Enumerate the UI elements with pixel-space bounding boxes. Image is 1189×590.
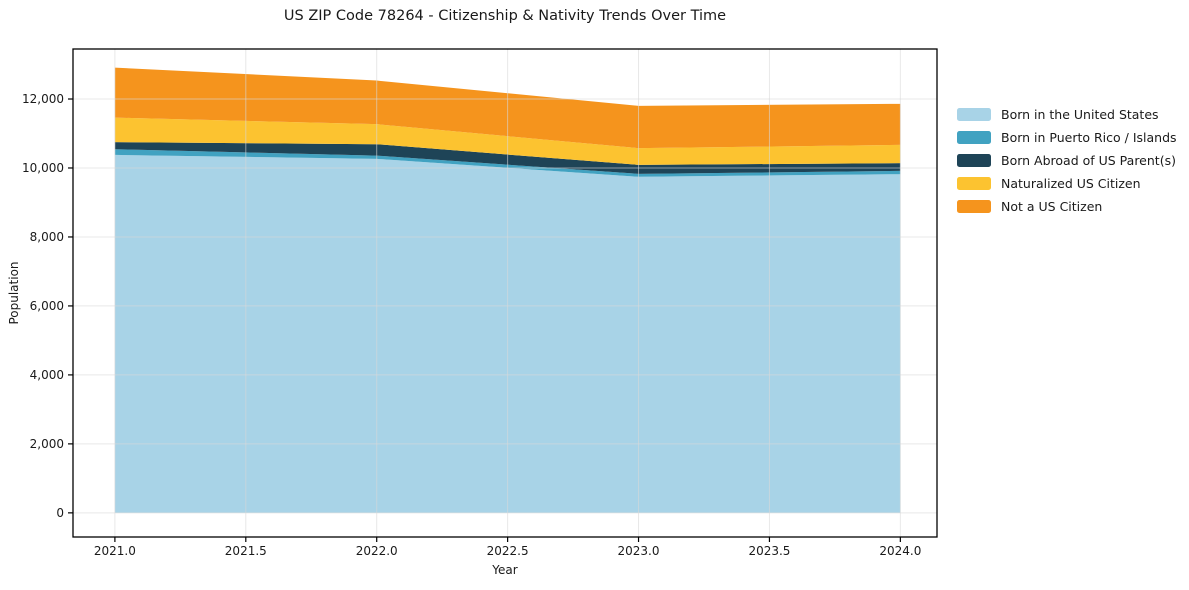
plot-border	[72, 48, 938, 538]
legend-label: Not a US Citizen	[1001, 199, 1103, 214]
x-axis-ticks: 2021.0 2021.5 2022.0 2022.5 2023.0 2023.5 2024…	[94, 537, 921, 558]
legend-label: Born Abroad of US Parent(s)	[1001, 153, 1176, 168]
y-axis-ticks: 0 2,000 4,000 6,000 8,000 10,000 12,000	[22, 92, 73, 520]
legend-swatch-icon	[957, 108, 991, 121]
legend-item-naturalized-us-citizen: Naturalized US Citizen	[957, 172, 1177, 195]
y-tick-label: 2,000	[30, 437, 64, 451]
legend-swatch-icon	[957, 154, 991, 167]
y-tick-label: 4,000	[30, 368, 64, 382]
chart-title: US ZIP Code 78264 - Citizenship & Nativi…	[283, 8, 727, 24]
x-tick-label: 2022.5	[487, 544, 529, 558]
legend-label: Born in Puerto Rico / Islands	[1001, 130, 1177, 145]
legend: Born in the United States Born in Puerto …	[957, 103, 1177, 218]
x-tick-label: 2024.0	[879, 544, 921, 558]
area-born-in-puerto-rico-islands	[114, 149, 901, 177]
y-tick-label: 10,000	[22, 161, 64, 175]
legend-swatch-icon	[957, 131, 991, 144]
legend-item-born-abroad-of-us-parent-s: Born Abroad of US Parent(s)	[957, 149, 1177, 172]
y-tick-label: 8,000	[30, 230, 64, 244]
x-tick-label: 2021.5	[225, 544, 267, 558]
legend-swatch-icon	[957, 200, 991, 213]
x-axis-label: Year	[492, 563, 518, 577]
gridlines	[73, 49, 937, 537]
legend-label: Born in the United States	[1001, 107, 1159, 122]
y-axis-label: Population	[7, 261, 21, 325]
legend-item-born-in-puerto-rico-islands: Born in Puerto Rico / Islands	[957, 126, 1177, 149]
y-tick-label: 0	[56, 506, 64, 520]
legend-item-not-a-us-citizen: Not a US Citizen	[957, 195, 1177, 218]
y-tick-label: 12,000	[22, 92, 64, 106]
y-tick-label: 6,000	[30, 299, 64, 313]
x-tick-label: 2021.0	[94, 544, 136, 558]
x-tick-label: 2023.0	[618, 544, 660, 558]
legend-swatch-icon	[957, 177, 991, 190]
legend-label: Naturalized US Citizen	[1001, 176, 1141, 191]
x-tick-label: 2022.0	[356, 544, 398, 558]
legend-item-born-in-the-united-states: Born in the United States	[957, 103, 1177, 126]
x-tick-label: 2023.5	[748, 544, 790, 558]
